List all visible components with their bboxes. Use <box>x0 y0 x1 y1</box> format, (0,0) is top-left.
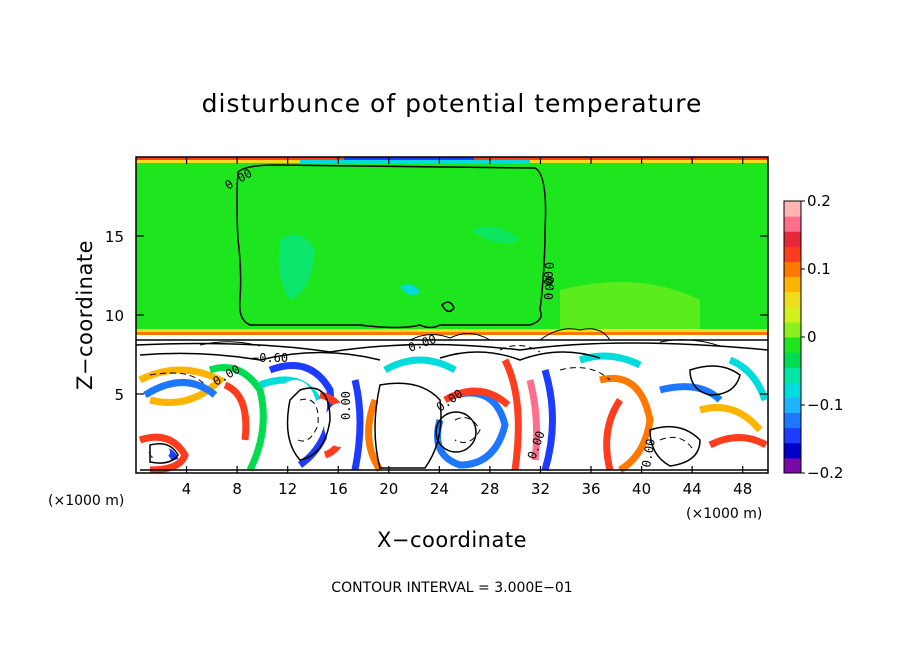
x-unit-left: (×1000 m) <box>48 493 124 509</box>
colorbar-swatch <box>784 216 801 232</box>
lightgreen-patch <box>560 282 700 330</box>
inversion-band-orange <box>136 332 768 335</box>
x-tick-label: 40 <box>632 480 651 498</box>
y-axis: 5 10 15 <box>105 228 768 404</box>
contour-label: 0.00 <box>542 262 556 291</box>
colorbar-swatch <box>784 382 801 398</box>
x-tick-label: 8 <box>232 480 242 498</box>
contour-lines <box>136 164 768 471</box>
y-tick-label: 5 <box>114 386 124 404</box>
lower-eddies <box>138 352 768 473</box>
contour-label: 0.00 <box>339 391 353 420</box>
x-tick-label: 4 <box>182 480 192 498</box>
colorbar-swatch <box>784 427 801 444</box>
contour-interval-note: CONTOUR INTERVAL = 3.000E−01 <box>331 580 572 596</box>
plot-area <box>136 157 768 473</box>
colorbar-swatch <box>784 367 801 383</box>
x-tick-label: 12 <box>278 480 297 498</box>
colorbar-swatch <box>784 337 801 353</box>
colorbar-swatch <box>784 246 801 262</box>
colorbar-swatch <box>784 352 801 368</box>
colorbar-swatch <box>784 276 801 293</box>
y-tick-label: 15 <box>105 228 124 246</box>
x-tick-label: 44 <box>683 480 702 498</box>
colorbar-swatch <box>784 201 801 217</box>
cyan-patch <box>278 234 315 300</box>
colorbar-tick-label: 0.2 <box>807 192 831 210</box>
x-tick-label: 16 <box>329 480 348 498</box>
colorbar-swatch <box>784 231 801 247</box>
x-axis: 4 8 12 16 20 24 28 32 36 40 44 48 <box>182 157 752 498</box>
colorbar-swatch <box>784 291 801 308</box>
y-axis-label: Z−coordinate <box>73 240 97 390</box>
contour-lines-dashed <box>149 345 693 449</box>
colorbar-tick-label: −0.2 <box>807 464 843 482</box>
colorbar-tick-label: 0 <box>807 328 817 346</box>
inversion-band-white <box>136 335 768 338</box>
colorbar-swatch <box>784 397 801 414</box>
top-cyan-strip <box>300 160 530 164</box>
colorbar-swatch <box>784 306 801 323</box>
x-tick-label: 20 <box>379 480 398 498</box>
x-tick-label: 36 <box>581 480 600 498</box>
cyan-patch-2 <box>400 284 420 296</box>
x-tick-label: 32 <box>531 480 550 498</box>
colorbar-swatch <box>784 321 801 338</box>
x-tick-label: 24 <box>430 480 449 498</box>
cyan-patch-3 <box>470 226 520 244</box>
inversion-band-yellow <box>136 329 768 332</box>
x-axis-label: X−coordinate <box>377 528 527 552</box>
colorbar-swatch <box>784 442 801 459</box>
x-tick-label: 48 <box>733 480 752 498</box>
colorbar: 0.2 0.1 0 −0.1 −0.2 <box>783 192 843 482</box>
cell-cores <box>150 380 703 467</box>
chart-title: disturbunce of potential temperature <box>202 89 703 118</box>
colorbar-swatch <box>784 412 801 429</box>
colorbar-swatch <box>784 457 801 474</box>
contour-label: 0.00 <box>542 271 556 300</box>
contour-label: 0.00 <box>639 438 658 469</box>
x-unit-right: (×1000 m) <box>686 506 762 522</box>
colorbar-tick-label: −0.1 <box>807 396 843 414</box>
inversion-ridge <box>199 328 721 347</box>
colorbar-swatch <box>784 261 801 278</box>
contour-label: −0.60 <box>252 351 288 365</box>
x-tick-label: 28 <box>480 480 499 498</box>
colorbar-tick-label: 0.1 <box>807 260 831 278</box>
y-tick-label: 10 <box>105 307 124 325</box>
